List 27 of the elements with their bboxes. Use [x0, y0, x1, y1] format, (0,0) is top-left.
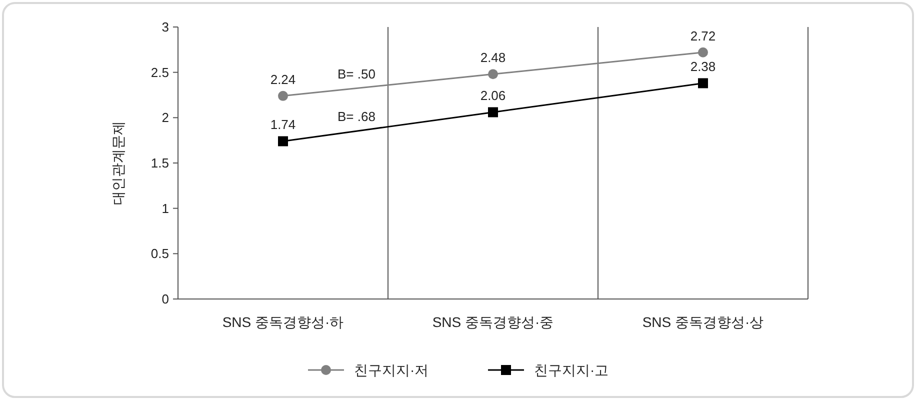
- y-tick-label: 0.5: [150, 246, 169, 262]
- data-label: 2.06: [480, 88, 506, 104]
- y-tick-label: 2: [162, 110, 169, 126]
- x-tick-label: SNS 중독경향성·하: [222, 314, 344, 330]
- point: [698, 47, 708, 58]
- point: [278, 90, 288, 101]
- legend-label: 친구지지·고: [534, 362, 609, 378]
- data-label: 2.24: [270, 72, 296, 87]
- data-label: 2.38: [690, 59, 716, 74]
- y-axis-title: 대인관계문제: [110, 121, 126, 205]
- x-tick-label: SNS 중독경향성·중: [432, 314, 554, 330]
- y-tick-label: 3: [162, 20, 169, 34]
- legend-label: 친구지지·저: [354, 362, 429, 378]
- point: [278, 136, 288, 146]
- y-tick-label: 1.5: [150, 156, 169, 170]
- point: [488, 69, 498, 80]
- point: [488, 107, 498, 118]
- data-label: 1.74: [270, 117, 296, 132]
- x-tick-label: SNS 중독경향성·상: [642, 314, 764, 330]
- annotation: B= .68: [338, 109, 376, 124]
- data-label: 2.48: [480, 50, 506, 66]
- point: [698, 78, 708, 88]
- y-tick-label: 1: [162, 200, 169, 216]
- y-tick-label: 2.5: [150, 64, 169, 80]
- y-tick-label: 0: [162, 292, 169, 306]
- annotation: B= .50: [338, 66, 376, 82]
- data-label: 2.72: [690, 28, 716, 44]
